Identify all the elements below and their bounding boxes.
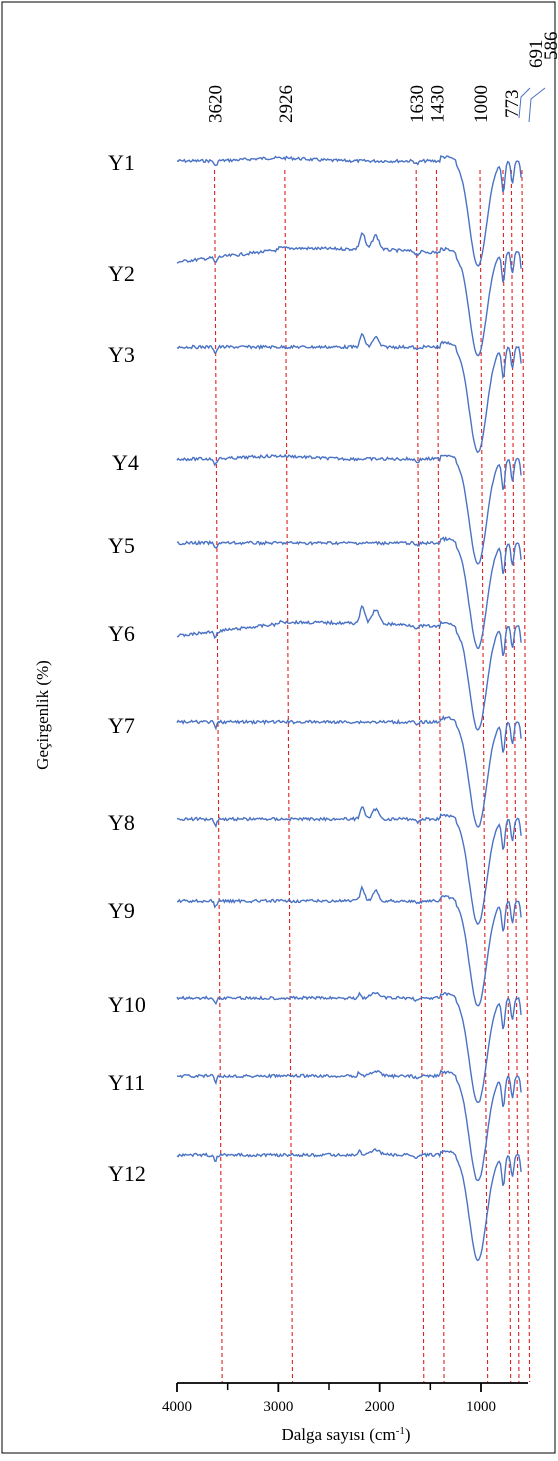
series-line-y12	[176, 1148, 522, 1262]
series-line-y10	[176, 991, 522, 1104]
leader-line-691	[518, 87, 531, 119]
reference-line-2926	[284, 169, 294, 1383]
reference-lines	[213, 169, 531, 1383]
reference-line-3620	[213, 169, 223, 1383]
series-line-y1	[176, 155, 522, 267]
reference-line-691	[510, 169, 520, 1383]
sample-label-y1: Y1	[108, 150, 135, 175]
x-axis: 4000 3000 2000 1000	[162, 1382, 528, 1415]
peak-label-1630: 1630	[407, 85, 428, 123]
peak-label-1000: 1000	[471, 85, 492, 123]
x-axis-title-sup: -1	[396, 1425, 405, 1437]
sample-label-y4: Y4	[112, 450, 139, 475]
sample-label-y6: Y6	[108, 621, 135, 646]
peak-label-1430: 1430	[427, 85, 448, 123]
sample-label-y9: Y9	[108, 898, 135, 923]
reference-line-1000	[479, 169, 489, 1383]
reference-line-1430	[435, 169, 445, 1383]
sample-label-y8: Y8	[108, 810, 135, 835]
series-line-y6	[176, 605, 522, 731]
sample-label-y2: Y2	[108, 261, 135, 286]
series-line-y8	[176, 806, 522, 925]
sample-label-y10: Y10	[108, 992, 146, 1017]
sample-labels: Y1 Y2 Y3 Y4 Y5 Y6 Y7 Y8 Y9 Y10 Y11 Y12	[108, 150, 146, 1186]
x-tick-label-1000: 1000	[466, 1399, 496, 1415]
sample-label-y12: Y12	[108, 1161, 146, 1186]
x-axis-title-suffix: )	[405, 1425, 411, 1444]
peak-label-2926: 2926	[276, 85, 297, 123]
x-tick-label-2000: 2000	[365, 1399, 395, 1415]
reference-line-1630	[415, 169, 425, 1383]
series-line-y9	[177, 884, 522, 1007]
peak-label-586: 586	[541, 32, 558, 61]
x-axis-title-main: Dalga sayısı (cm	[281, 1425, 395, 1444]
reference-line-773	[502, 169, 512, 1383]
sample-label-y7: Y7	[108, 713, 135, 738]
series-line-y11	[176, 1069, 522, 1182]
leader-line-586	[528, 87, 546, 123]
peak-label-773: 773	[502, 90, 523, 119]
y-axis-title: Geçirgenlik (%)	[33, 660, 52, 770]
peak-label-691: 691	[526, 40, 547, 69]
x-axis-title: Dalga sayısı (cm-1)	[281, 1425, 410, 1444]
peak-label-3620: 3620	[206, 85, 227, 123]
series-line-y2	[176, 232, 522, 357]
sample-label-y5: Y5	[108, 533, 135, 558]
sample-label-y3: Y3	[108, 342, 135, 367]
series-line-y3	[176, 332, 522, 454]
sample-label-y11: Y11	[108, 1070, 145, 1095]
reference-line-586	[521, 169, 531, 1383]
series-line-y4	[176, 453, 522, 565]
series-line-y5	[176, 536, 522, 650]
x-tick-label-3000: 3000	[263, 1399, 293, 1415]
series-line-y7	[176, 714, 522, 828]
x-tick-label-4000: 4000	[162, 1399, 192, 1415]
series-lines	[176, 155, 522, 1262]
